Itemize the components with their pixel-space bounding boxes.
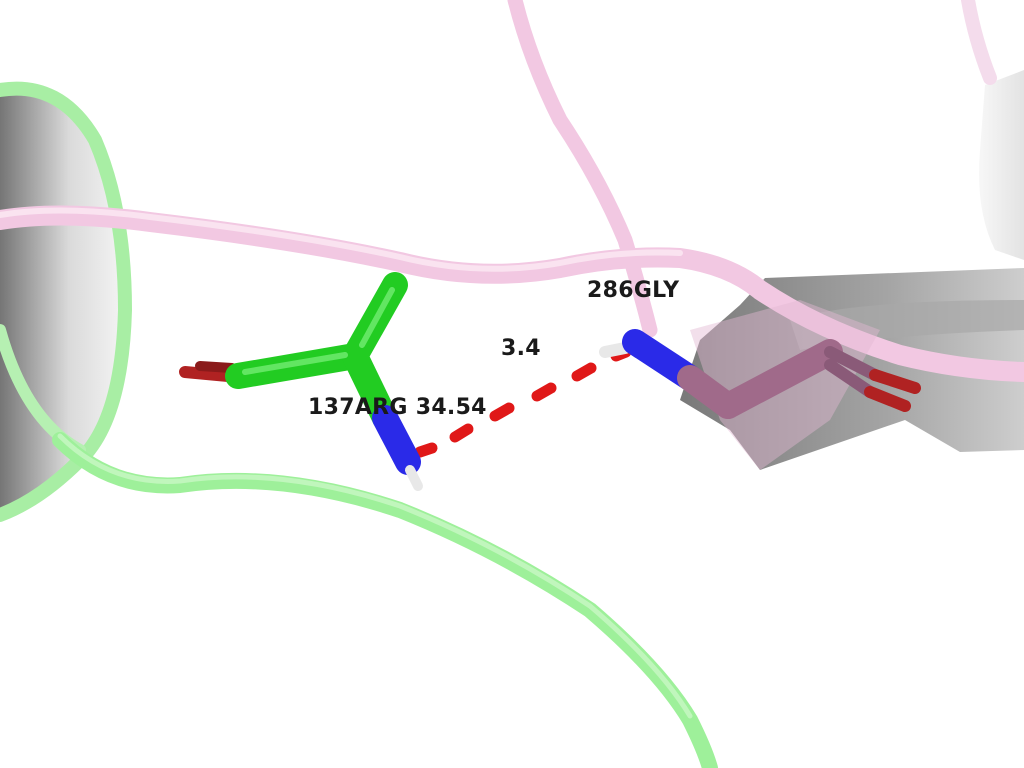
helix-left-edge: [0, 81, 133, 522]
arg-137-sticks: [179, 272, 423, 491]
distance-label: 3.4: [501, 336, 541, 361]
chain-a-ribbon-vertical: [507, 0, 658, 338]
pink-loop-top-right: [961, 0, 997, 85]
chain-a-ribbon: [0, 205, 1024, 382]
gly-286-sticks: [599, 329, 921, 419]
chain-b-ribbon-highlight: [57, 433, 693, 719]
chain-a-ribbon-highlight: [0, 207, 683, 272]
residue-label-286gly: 286GLY: [587, 278, 680, 303]
beta-sheet-faint: [979, 70, 1024, 260]
residue-label-137arg: 137ARG 34.54: [308, 395, 487, 420]
chain-b-ribbon: [52, 432, 718, 768]
